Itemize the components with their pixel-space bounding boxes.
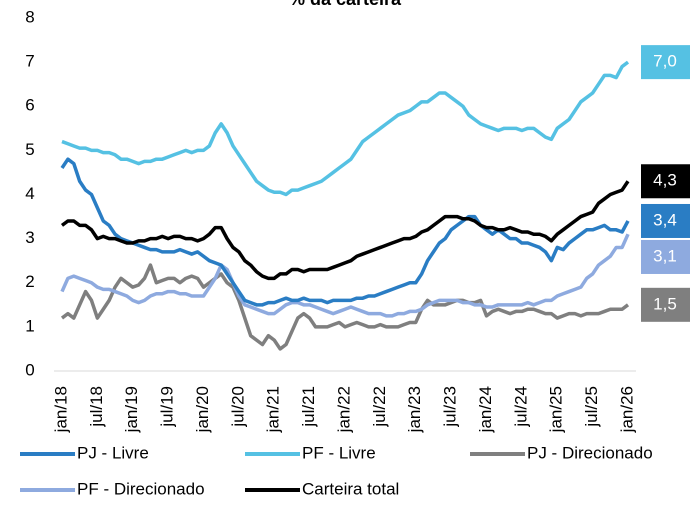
value-label: 3,1 [641,239,690,274]
value-label: 4,3 [641,164,690,199]
y-tick-label: 0 [25,360,34,379]
y-tick-label: 5 [25,140,34,159]
legend-item: PJ - Livre [20,443,149,462]
x-tick-label: jan/22 [334,386,353,433]
value-label: 1,5 [641,287,690,322]
series-line [60,180,630,281]
value-label-box [641,239,690,274]
x-tick-label: jul/25 [582,386,601,428]
x-tick-label: jan/24 [476,386,495,433]
x-tick-label: jan/18 [51,386,70,433]
value-label-box [641,203,690,238]
value-label-text: 3,4 [653,210,677,229]
value-label-box [641,164,690,199]
value-label-box [641,287,690,322]
x-tick-label: jan/21 [264,386,283,433]
chart-title: % da carteira [289,0,402,9]
x-tick-label: jan/23 [405,386,424,433]
y-tick-label: 3 [25,228,34,247]
value-label-text: 4,3 [653,171,677,190]
y-tick-label: 7 [25,52,34,71]
x-tick-label: jul/24 [511,386,530,428]
value-label-text: 1,5 [653,294,677,313]
x-tick-label: jul/20 [228,386,247,428]
x-tick-label: jan/25 [547,386,566,433]
legend-item: Carteira total [245,479,399,498]
legend-label: PF - Direcionado [77,479,205,498]
value-label-text: 7,0 [653,52,677,71]
y-tick-label: 1 [25,316,34,335]
y-tick-label: 8 [25,7,34,26]
value-label-box [641,45,690,80]
x-tick-label: jul/23 [441,386,460,428]
series-line [60,157,630,307]
series-line [60,233,630,318]
y-tick-label: 6 [25,96,34,115]
series-line [60,263,630,351]
legend-label: PJ - Livre [77,443,149,462]
value-label-text: 3,1 [653,246,677,265]
x-tick-label: jan/20 [193,386,212,433]
value-label: 3,4 [641,203,690,238]
x-tick-label: jan/26 [617,386,636,433]
y-tick-label: 2 [25,272,34,291]
legend-item: PJ - Direcionado [470,443,653,462]
x-tick-label: jan/19 [122,386,141,433]
legend-item: PF - Direcionado [20,479,205,498]
y-tick-label: 4 [25,184,34,203]
x-tick-label: jul/21 [299,386,318,428]
legend-label: PJ - Direcionado [527,443,653,462]
x-tick-label: jul/22 [370,386,389,428]
legend-label: PF - Livre [302,443,376,462]
legend-item: PF - Livre [245,443,376,462]
legend-label: Carteira total [302,479,399,498]
x-tick-label: jul/19 [158,386,177,428]
x-tick-label: jul/18 [87,386,106,428]
series-line [61,60,630,197]
value-label: 7,0 [641,45,690,80]
